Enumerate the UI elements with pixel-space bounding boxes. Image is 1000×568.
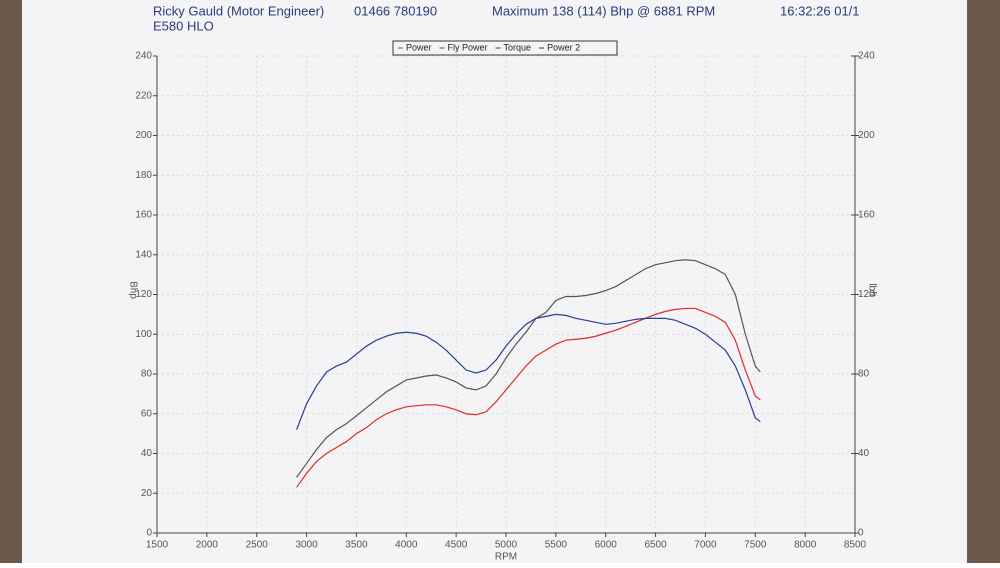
y-axis-label: Bhp [127, 281, 138, 299]
x-tick-label: 3500 [345, 540, 368, 551]
y2-tick-label: 80 [858, 369, 870, 380]
x-tick-label: 8000 [794, 540, 817, 551]
legend-label: Fly Power [448, 42, 488, 52]
y2-tick-label: 40 [858, 448, 870, 459]
x-tick-label: 6500 [644, 540, 667, 551]
y-tick-label: 0 [146, 528, 152, 539]
legend-box [392, 40, 618, 56]
legend-label: Power 2 [547, 42, 580, 52]
x-tick-label: 2000 [196, 540, 219, 551]
y-tick-label: 20 [141, 488, 153, 499]
y-tick-label: 200 [135, 130, 152, 141]
y-tick-label: 180 [135, 170, 152, 181]
y-tick-label: 40 [141, 448, 153, 459]
legend-label: Torque [504, 42, 532, 52]
y-tick-label: 240 [135, 51, 152, 62]
legend-label: Power [406, 42, 432, 52]
x-axis-label: RPM [495, 552, 517, 563]
y-tick-label: 100 [135, 329, 152, 340]
x-tick-label: 4000 [395, 540, 418, 551]
paper [22, 0, 967, 563]
y-tick-label: 160 [135, 210, 152, 221]
y2-tick-label: 240 [858, 51, 875, 62]
y-tick-label: 60 [141, 408, 153, 419]
x-tick-label: 8500 [844, 540, 867, 551]
x-tick-label: 7000 [694, 540, 717, 551]
header-summary: Maximum 138 (114) Bhp @ 6881 RPM [492, 3, 715, 18]
x-tick-label: 1500 [146, 540, 169, 551]
x-tick-label: 2500 [246, 540, 269, 551]
x-tick-label: 3000 [295, 540, 318, 551]
x-tick-label: 5000 [495, 540, 518, 551]
header-timestamp: 16:32:26 01/1 [780, 3, 860, 18]
y-tick-label: 220 [135, 90, 152, 101]
series-line [296, 313, 761, 430]
y-tick-label: 80 [141, 369, 153, 380]
header-phone: 01466 780190 [354, 3, 437, 18]
y2-tick-label: 120 [858, 289, 875, 300]
header-company: Ricky Gauld (Motor Engineer) [153, 3, 324, 18]
x-tick-label: 7500 [744, 540, 767, 551]
y-tick-label: 140 [135, 249, 152, 260]
y-tick-label: 120 [135, 289, 152, 300]
x-tick-label: 5500 [545, 540, 568, 551]
series-line [296, 307, 761, 488]
y2-axis-label: lbft [866, 283, 877, 297]
y2-tick-label: 160 [858, 210, 875, 221]
x-tick-label: 6000 [595, 540, 618, 551]
series-line [296, 259, 761, 478]
y2-tick-label: 0 [858, 528, 864, 539]
header-registration: E580 HLO [153, 18, 214, 33]
x-tick-label: 4500 [445, 540, 468, 551]
y2-tick-label: 200 [858, 130, 875, 141]
